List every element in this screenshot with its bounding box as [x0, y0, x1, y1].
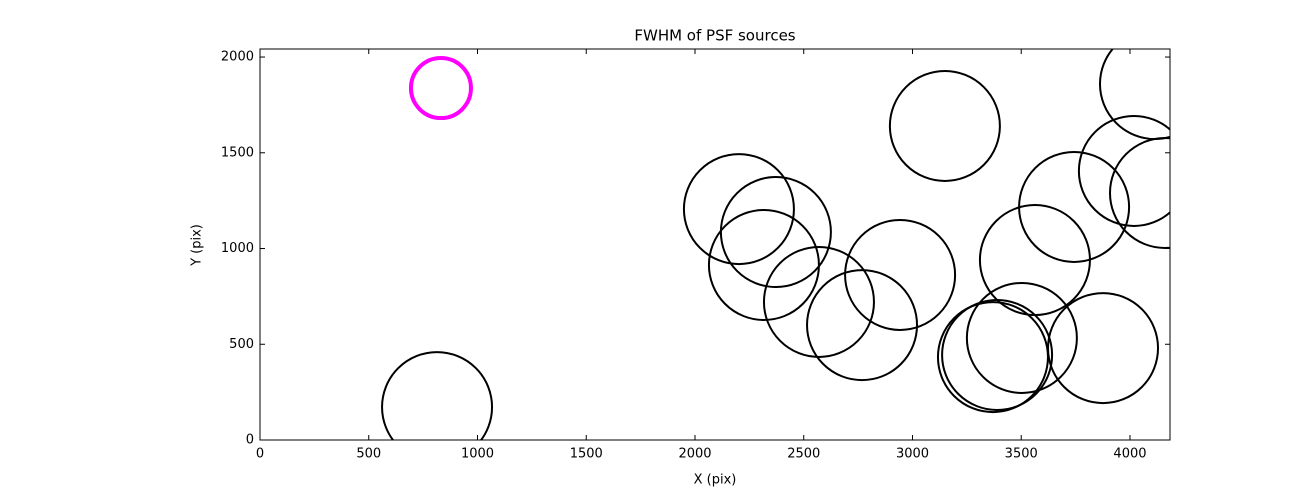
- source-circle: [844, 218, 957, 331]
- source-circle: [719, 176, 832, 289]
- source-circle: [381, 351, 494, 440]
- source-circle: [1077, 114, 1170, 227]
- source-circle: [408, 56, 473, 121]
- source-circle: [762, 245, 875, 358]
- y-tick-label: 2000: [221, 50, 254, 65]
- y-tick-label: 1500: [221, 145, 254, 160]
- source-circle: [936, 301, 1049, 414]
- y-axis-label: Y (pix): [190, 224, 205, 267]
- x-tick-label: 3000: [896, 447, 929, 462]
- x-tick-label: 1000: [461, 447, 494, 462]
- plot-area: [381, 49, 1170, 440]
- plot-frame: [259, 48, 1171, 441]
- source-circle: [806, 269, 919, 382]
- source-circle: [888, 69, 1001, 182]
- y-tick-label: 500: [229, 337, 254, 352]
- y-tick-label: 1000: [221, 241, 254, 256]
- x-tick-label: 4000: [1113, 447, 1146, 462]
- source-circle: [1109, 137, 1170, 249]
- x-tick-label: 0: [256, 447, 264, 462]
- source-circle: [941, 298, 1054, 411]
- x-tick-label: 500: [356, 447, 381, 462]
- x-tick-label: 2000: [678, 447, 711, 462]
- source-circle: [965, 281, 1078, 394]
- x-tick-label: 3500: [1005, 447, 1038, 462]
- x-axis-label: X (pix): [694, 473, 737, 488]
- y-tick-label: 0: [246, 433, 254, 448]
- source-circle: [682, 153, 795, 266]
- x-tick-label: 1500: [570, 447, 603, 462]
- chart-title: FWHM of PSF sources: [634, 27, 795, 45]
- x-tick-label: 2500: [787, 447, 820, 462]
